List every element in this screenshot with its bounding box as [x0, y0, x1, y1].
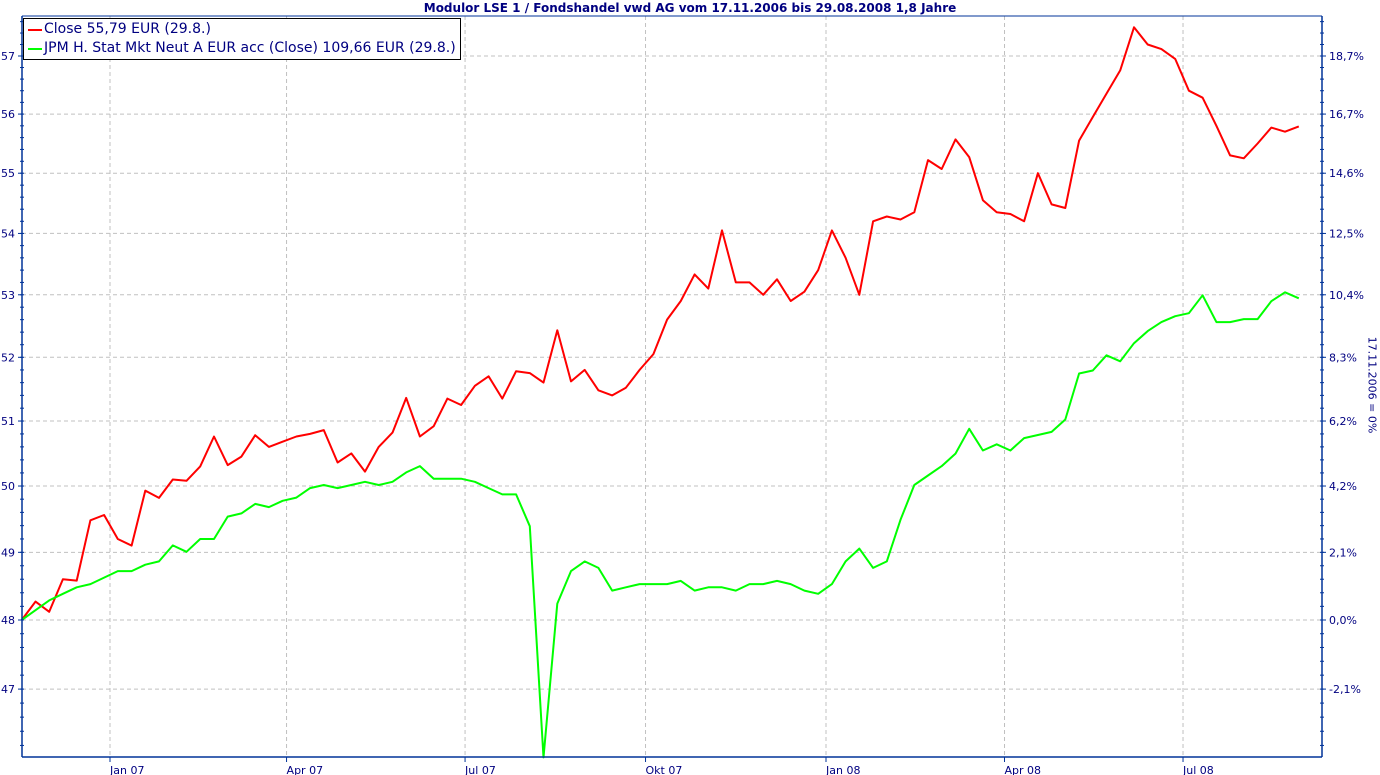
y-tick-label: 56: [1, 108, 15, 121]
legend: Close 55,79 EUR (29.8.) JPM H. Stat Mkt …: [23, 18, 461, 60]
y-tick-label-right: 0,0%: [1329, 614, 1357, 627]
x-tick-label: Jan 07: [109, 764, 144, 775]
grid: [22, 16, 1322, 757]
series-line-close: [20, 26, 1300, 621]
series-lines: [20, 26, 1300, 759]
y-tick-label-right: 16,7%: [1329, 108, 1364, 121]
chart-title: Modulor LSE 1 / Fondshandel vwd AG vom 1…: [423, 1, 957, 15]
y-tick-label: 52: [1, 351, 15, 364]
x-tick-label: Okt 07: [646, 764, 683, 775]
y-tick-label-right: 12,5%: [1329, 227, 1364, 240]
y-tick-label: 53: [1, 289, 15, 302]
legend-item-jpm: JPM H. Stat Mkt Neut A EUR acc (Close) 1…: [28, 39, 456, 58]
series-line-jpm: [21, 291, 1300, 759]
y-tick-label: 48: [1, 614, 15, 627]
y-tick-label-right: 8,3%: [1329, 351, 1357, 364]
axes: [18, 15, 1326, 762]
y-tick-label-right: 6,2%: [1329, 415, 1357, 428]
y-tick-label: 51: [1, 415, 15, 428]
x-tick-label: Jul 07: [464, 764, 496, 775]
y-tick-label: 50: [1, 480, 15, 493]
y-tick-label: 54: [1, 227, 15, 240]
y-tick-label-right: 4,2%: [1329, 480, 1357, 493]
y-tick-label-right: 10,4%: [1329, 289, 1364, 302]
legend-swatch-green: [28, 47, 42, 50]
y-tick-label: 47: [1, 683, 15, 696]
y-tick-label: 57: [1, 50, 15, 63]
x-tick-label: Jan 08: [825, 764, 860, 775]
y-tick-label-right: 18,7%: [1329, 50, 1364, 63]
tick-labels: 47 -2,1% 48 0,0% 49 2,1% 50 4,2% 51 6,2% 52 8,3% 53 1…: [1, 50, 1364, 775]
y-tick-label-right: 2,1%: [1329, 546, 1357, 559]
legend-label: JPM H. Stat Mkt Neut A EUR acc (Close) 1…: [44, 40, 456, 56]
y-tick-label-right: 14,6%: [1329, 167, 1364, 180]
y-tick-label-right: -2,1%: [1329, 683, 1361, 696]
x-tick-label: Jul 08: [1182, 764, 1214, 775]
y-tick-label: 55: [1, 167, 15, 180]
x-tick-label: Apr 08: [1005, 764, 1042, 775]
legend-label: Close 55,79 EUR (29.8.): [44, 21, 211, 37]
legend-swatch-red: [28, 28, 42, 31]
y-tick-label: 49: [1, 546, 15, 559]
x-tick-label: Apr 07: [287, 764, 324, 775]
right-axis-label: 17.11.2006 = 0%: [1365, 336, 1379, 434]
legend-item-close: Close 55,79 EUR (29.8.): [28, 20, 456, 39]
